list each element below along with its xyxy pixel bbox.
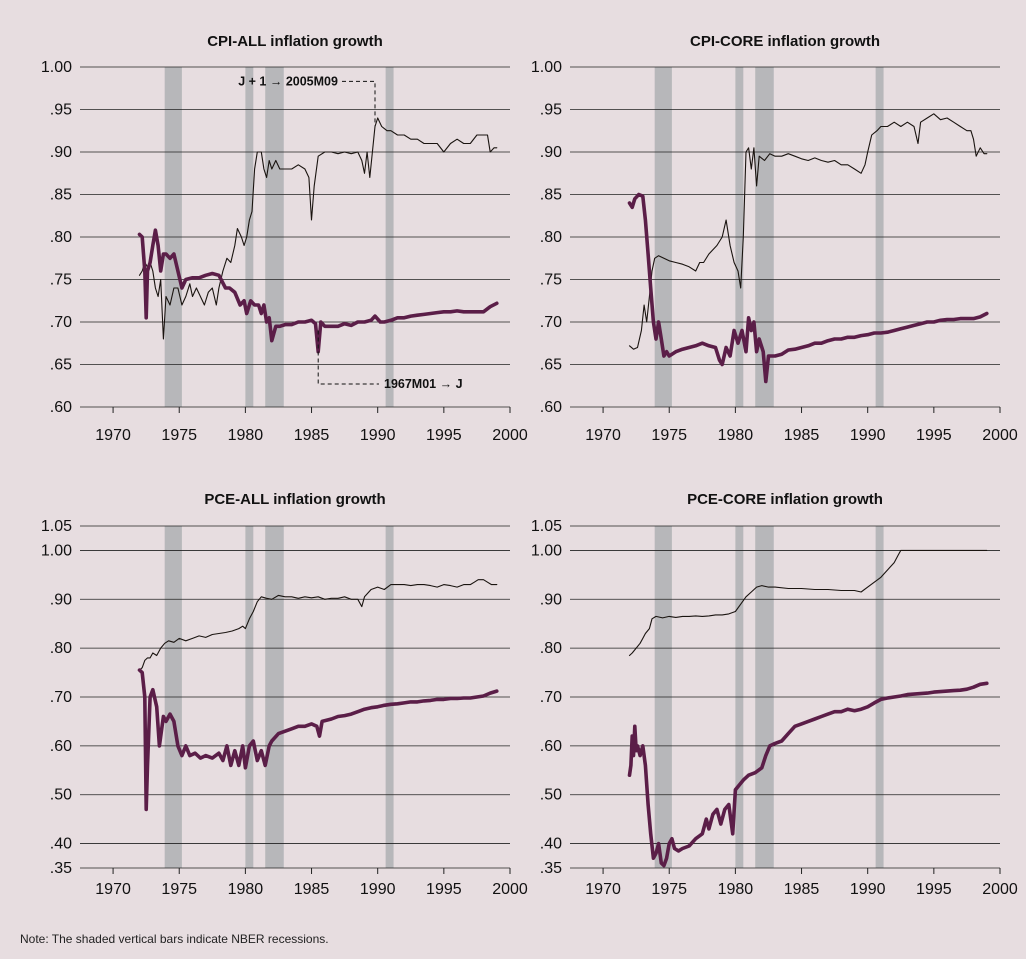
figure-note: Note: The shaded vertical bars indicate … [20,932,329,946]
x-tick-label: 2000 [492,427,528,444]
y-tick-label: 1.00 [41,542,72,559]
x-tick-label: 1970 [585,881,621,898]
x-tick-label: 1975 [161,427,197,444]
x-tick-label: 2000 [492,881,528,898]
x-tick-label: 1990 [850,881,886,898]
x-tick-label: 1980 [718,427,754,444]
panel-title: CPI-ALL inflation growth [207,33,383,50]
x-tick-label: 1980 [228,881,264,898]
x-tick-label: 1980 [228,427,264,444]
x-tick-label: 1970 [95,881,131,898]
annotation-leader-1 [342,80,376,127]
series-thin-line [138,117,498,340]
y-tick-label: .90 [50,144,72,161]
series-thick-line [627,192,989,384]
y-tick-label: .75 [540,272,562,289]
y-tick-label: .40 [50,836,72,853]
y-tick-label: .40 [540,836,562,853]
x-tick-label: 1995 [916,427,952,444]
y-tick-label: .65 [540,357,562,374]
series-thin-line [628,549,988,657]
x-tick-label: 1985 [784,427,820,444]
y-tick-label: .60 [50,738,72,755]
x-tick-label: 1985 [784,881,820,898]
y-tick-label: .80 [540,229,562,246]
annotation-label-2: 1967M01 → J [384,377,463,391]
panel-2: .60 .65 .70 .75 .80 .85 .90 .95 1.00 1970 1975 1980… [531,33,1018,444]
y-tick-label: .60 [540,738,562,755]
x-tick-label: 1980 [718,881,754,898]
x-tick-label: 1990 [360,427,396,444]
y-tick-label: .90 [540,591,562,608]
y-tick-label: 1.00 [531,59,562,76]
y-tick-label: .80 [50,229,72,246]
x-tick-label: 1995 [426,427,462,444]
y-tick-label: 1.05 [531,518,562,535]
series-thick-line [137,228,499,354]
series-thin-line [628,113,988,350]
x-tick-label: 1995 [426,881,462,898]
x-tick-label: 1985 [294,427,330,444]
x-tick-label: 1995 [916,881,952,898]
panel-1: .60 .65 .70 .75 .80 .85 .90 .95 1.00 1970 1975 1980… [41,33,528,444]
y-tick-label: .95 [540,102,562,119]
x-tick-label: 2000 [982,427,1018,444]
y-tick-label: .60 [540,399,562,416]
panel-title: PCE-CORE inflation growth [687,491,883,508]
annotation-label-1: J + 1 → 2005M09 [238,74,338,88]
series-thick-line [627,681,989,868]
x-tick-label: 1990 [850,427,886,444]
y-tick-label: .80 [50,640,72,657]
y-tick-label: .80 [540,640,562,657]
panel-3: .35 .40 .50 .60 .70 .80 .90 1.00 1.05 1970 1975 198… [41,491,528,898]
y-tick-label: .50 [540,787,562,804]
x-tick-label: 1990 [360,881,396,898]
series-thin-line [138,579,498,671]
y-tick-label: .70 [50,689,72,706]
x-tick-label: 1975 [651,881,687,898]
y-tick-label: .70 [50,314,72,331]
x-tick-label: 1975 [161,881,197,898]
y-tick-label: .85 [50,187,72,204]
y-tick-label: 1.00 [531,542,562,559]
x-tick-label: 1975 [651,427,687,444]
panel-title: PCE-ALL inflation growth [204,491,385,508]
x-tick-label: 1970 [585,427,621,444]
y-tick-label: 1.05 [41,518,72,535]
x-tick-label: 1970 [95,427,131,444]
x-tick-label: 1985 [294,881,330,898]
y-tick-label: .50 [50,787,72,804]
y-tick-label: .95 [50,102,72,119]
y-tick-label: .70 [540,689,562,706]
panel-4: .35 .40 .50 .60 .70 .80 .90 1.00 1.05 1970 1975 198… [531,491,1018,898]
y-tick-label: .35 [540,860,562,877]
series-thick-line [137,668,499,812]
y-tick-label: .65 [50,357,72,374]
annotation-leader-2 [317,330,379,385]
y-tick-label: .70 [540,314,562,331]
y-tick-label: .90 [540,144,562,161]
y-tick-label: .35 [50,860,72,877]
x-tick-label: 2000 [982,881,1018,898]
y-tick-label: .85 [540,187,562,204]
y-tick-label: .60 [50,399,72,416]
y-tick-label: .90 [50,591,72,608]
y-tick-label: .75 [50,272,72,289]
panel-title: CPI-CORE inflation growth [690,33,880,50]
y-tick-label: 1.00 [41,59,72,76]
